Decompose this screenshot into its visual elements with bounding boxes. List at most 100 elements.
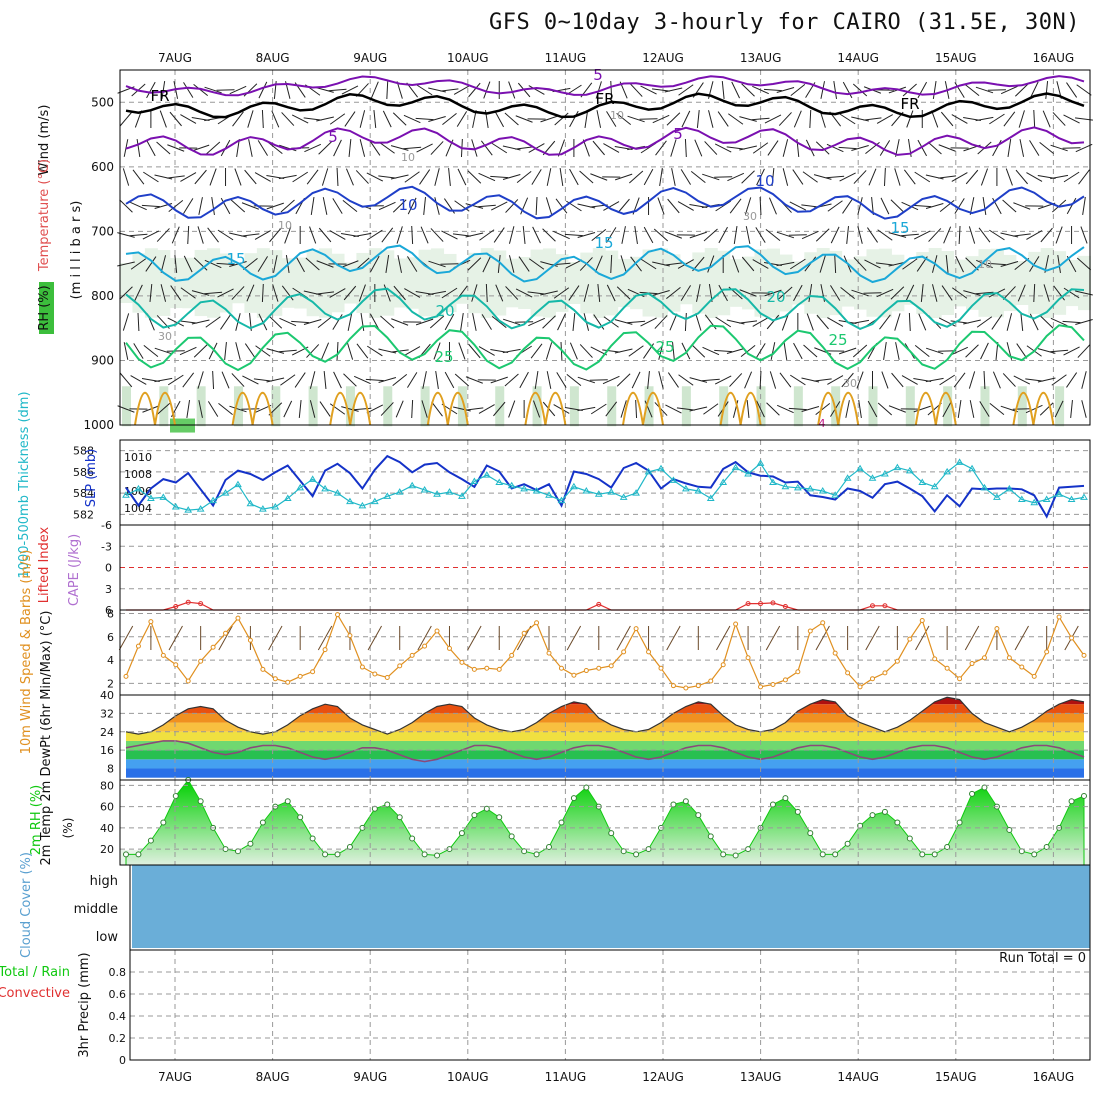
wind-barb — [154, 378, 172, 381]
wind-barb — [170, 112, 182, 126]
rh-point — [124, 852, 129, 857]
wind-barb — [695, 140, 702, 157]
surface-wind-barb — [916, 626, 929, 650]
wind-barb — [1041, 228, 1053, 242]
wind-barb — [515, 322, 533, 323]
wind-barb — [577, 407, 595, 410]
temp-bands — [120, 695, 1090, 778]
wind-barb — [644, 169, 653, 185]
wind-barb — [709, 110, 713, 127]
wind-barb — [232, 373, 244, 386]
rh-shade-cell — [369, 248, 382, 318]
wind-barb — [678, 202, 694, 211]
rh-point — [721, 852, 726, 857]
wind-barb — [307, 170, 318, 184]
wind-barb — [378, 349, 396, 353]
precip-tick-label: 0.6 — [109, 988, 127, 1001]
rh-shade-cell — [705, 248, 718, 318]
wind-barb — [834, 81, 837, 99]
date-label-top: 10AUG — [447, 51, 489, 65]
rh-shade-cell — [419, 250, 432, 317]
wind-speed-point — [522, 631, 526, 635]
contour-label: 5 — [673, 125, 683, 143]
wind-barb — [208, 401, 217, 416]
wind-barb — [455, 374, 469, 386]
rh-shade-cell — [904, 261, 917, 305]
wind-barb — [137, 139, 140, 157]
wind-barb — [337, 342, 338, 360]
wind-barb — [509, 82, 515, 99]
wind-barb — [1078, 344, 1090, 357]
wind-barb — [236, 342, 240, 359]
rh-shade-cell — [794, 386, 803, 426]
wind-speed-point — [734, 622, 738, 626]
surface-wind-barb — [119, 626, 132, 650]
wind-barb — [730, 373, 742, 386]
rh-point — [1069, 799, 1074, 804]
wind-barb — [714, 177, 732, 178]
wind-barb — [330, 231, 346, 240]
wind-barb — [714, 350, 732, 351]
date-label-bottom: 8AUG — [256, 1070, 290, 1084]
wind-barb — [629, 346, 644, 356]
wind-barb — [644, 227, 653, 243]
wind-barb — [442, 113, 456, 124]
wind-barb — [509, 226, 513, 243]
lifted-axis-label: Lifted Index — [37, 526, 52, 603]
wind-barb — [570, 111, 579, 127]
wind-barb — [187, 400, 190, 418]
wind-barb — [728, 114, 743, 124]
wind-speed-point — [883, 671, 887, 675]
wind-barb — [441, 89, 459, 91]
wind-barb — [168, 375, 183, 385]
wind-barb — [517, 171, 531, 182]
rh-point — [472, 813, 477, 818]
wind-speed-point — [759, 685, 763, 689]
rh-shade-cell — [991, 249, 1004, 318]
wind-barb — [198, 371, 203, 388]
rh-point — [1082, 793, 1087, 798]
wind10m-axis-label: 10m Wind Speed & Barbs (m/s) — [19, 550, 34, 755]
temp-tick-label: 16 — [100, 744, 114, 757]
rh-shade-cell — [383, 386, 392, 426]
wind-barb — [1081, 227, 1087, 244]
wind-barb — [360, 139, 364, 156]
wind-speed-point — [286, 680, 290, 684]
wind-barb — [180, 173, 196, 182]
wind-barb — [884, 168, 885, 186]
rh-shade-cell — [842, 259, 855, 306]
surface-wind-barb — [617, 626, 630, 650]
wind-barb — [180, 115, 196, 124]
date-label-top: 15AUG — [935, 51, 977, 65]
wind-barb — [691, 171, 705, 182]
rh-point — [882, 809, 887, 814]
wind-barb — [157, 228, 169, 241]
wind-barb — [560, 168, 563, 186]
wind-barb — [138, 313, 139, 331]
wind-barb — [1026, 173, 1042, 182]
wind-barb — [546, 197, 551, 214]
wind-barb — [333, 198, 342, 213]
rh-axis-label: RH (%) — [37, 285, 52, 330]
wind-barb — [865, 142, 879, 153]
rh-point — [435, 853, 440, 858]
wind-barb — [791, 84, 805, 95]
wind-speed-point — [373, 672, 377, 676]
wind-barb — [435, 197, 439, 214]
wind-speed-point — [186, 679, 190, 683]
wind-barb — [1053, 112, 1065, 125]
precip-tick-label: 0 — [119, 1054, 126, 1067]
wind-barb — [1077, 85, 1092, 95]
wind-barb — [742, 171, 755, 184]
wind-barb — [603, 144, 619, 153]
wind-barb — [324, 371, 326, 389]
wind-barb — [718, 112, 728, 127]
wind-barb — [449, 168, 451, 186]
wind-barb — [458, 169, 466, 185]
wind-barb — [851, 117, 869, 121]
wind-barb — [157, 142, 171, 154]
wind-barb — [1004, 112, 1015, 126]
rh-point — [920, 852, 925, 857]
wind-barb — [183, 373, 194, 387]
